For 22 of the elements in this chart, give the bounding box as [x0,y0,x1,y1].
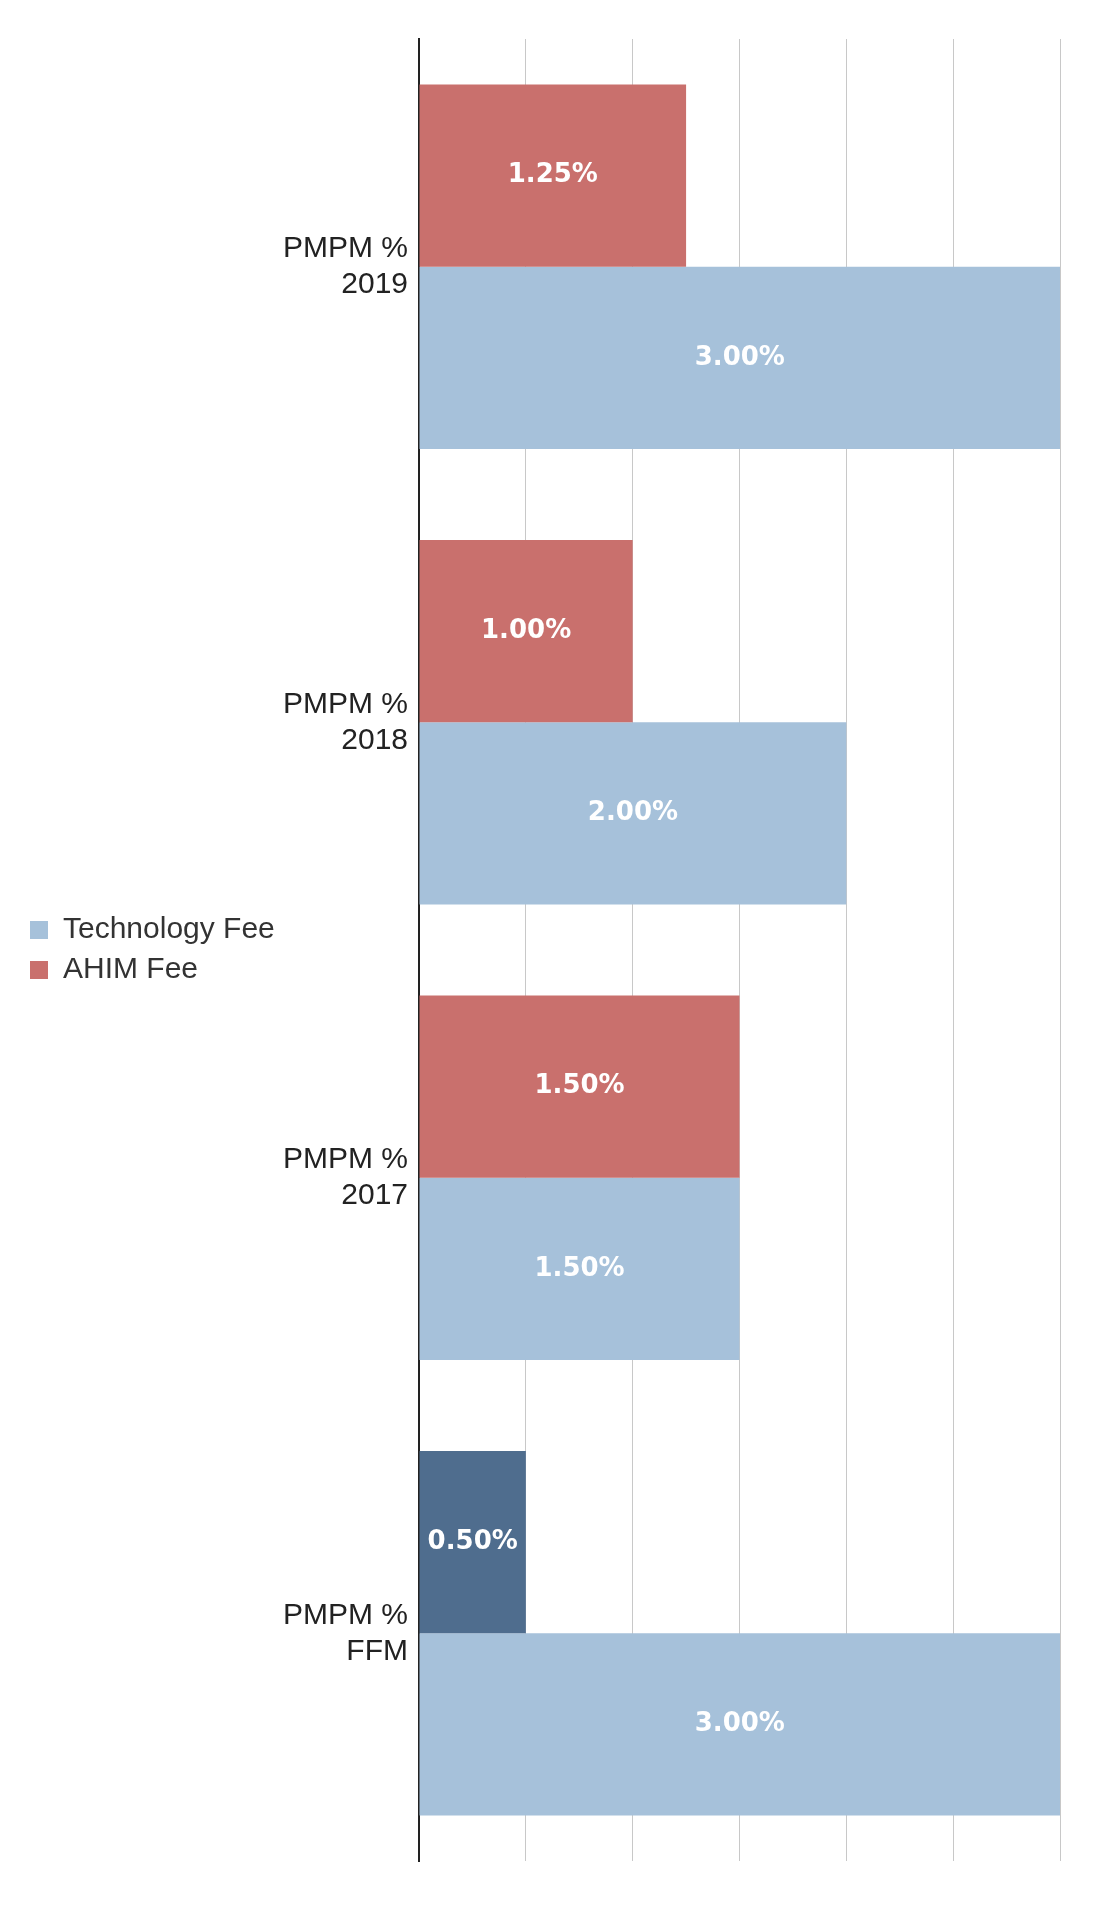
y-tick-label: PMPM % 2017 [282,1141,409,1211]
data-label: 0.50% [427,1524,518,1555]
data-label: 1.50% [534,1251,625,1282]
data-label: 1.00% [480,613,572,644]
legend-label: AHIM Fee [63,951,199,985]
legend-label: Technology Fee [63,911,275,945]
bar [419,266,1060,449]
bar [419,722,847,905]
data-label: 1.25% [507,158,598,189]
data-label: 1.50% [534,1069,625,1100]
bar [419,1177,740,1360]
data-label: 3.00% [694,1707,785,1738]
bar [419,540,633,723]
data-label: 2.00% [587,796,679,827]
bar [419,84,687,267]
bar [419,1451,526,1634]
y-tick-label: PMPM % 2019 [282,230,409,300]
bar [419,1633,1060,1816]
bar [419,995,740,1178]
y-tick-label: PMPM % 2018 [282,685,409,755]
y-tick-label: PMPM % FFM [282,1596,409,1666]
data-label: 3.00% [694,340,785,371]
